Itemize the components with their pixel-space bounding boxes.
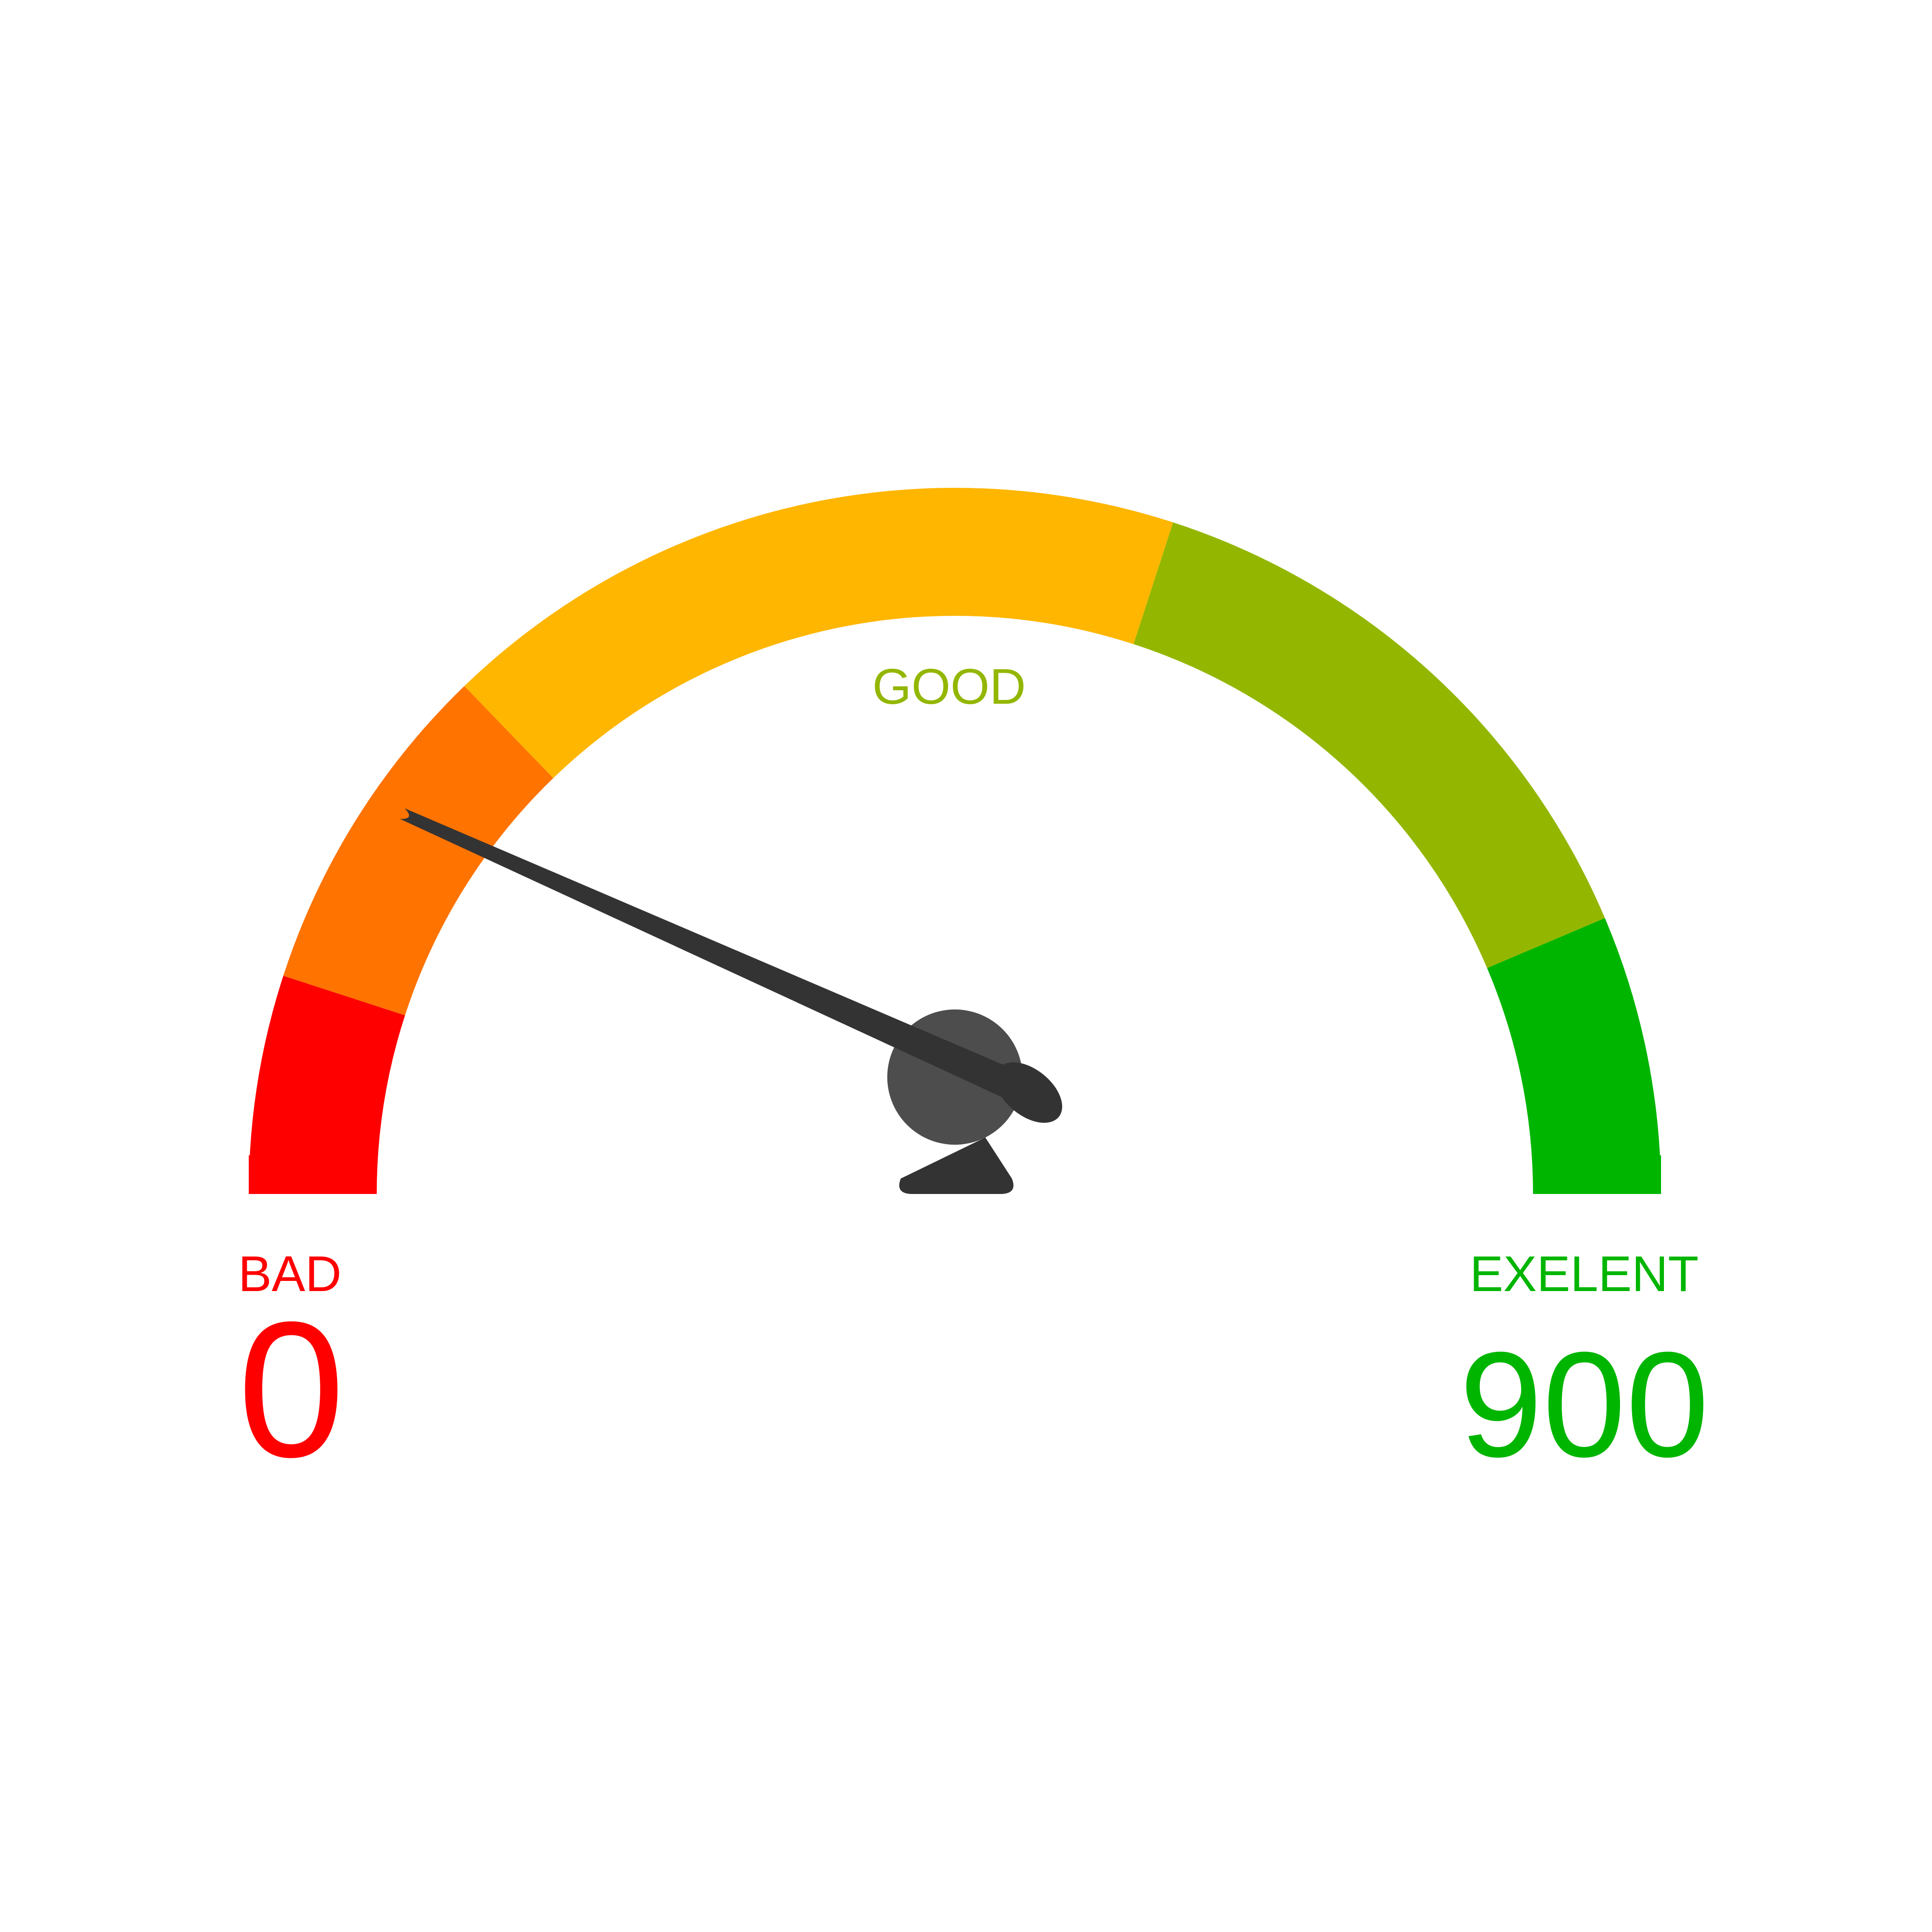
- value-min: 0: [238, 1281, 345, 1497]
- needle-shaft: [399, 808, 1036, 1107]
- gauge-needle-assembly: [399, 808, 1063, 1194]
- label-good: GOOD: [872, 659, 1026, 715]
- label-excellent: EXELENT: [1470, 1246, 1699, 1302]
- gauge-band-1: [249, 976, 405, 1194]
- gauge-needle: [399, 808, 1063, 1123]
- gauge-band-5: [1487, 918, 1661, 1194]
- gauge-bands: [249, 488, 1661, 1194]
- needle-knob: [995, 1062, 1063, 1123]
- gauge-band-4: [1133, 522, 1605, 968]
- value-max: 900: [1459, 1321, 1709, 1488]
- gauge-cap-right: [1533, 1155, 1661, 1194]
- needle-pedestal: [899, 1137, 1014, 1194]
- label-bad: BAD: [238, 1246, 341, 1302]
- gauge-cap-left: [249, 1155, 377, 1194]
- gauge-band-3: [464, 488, 1173, 778]
- gauge-band-2: [283, 686, 554, 1016]
